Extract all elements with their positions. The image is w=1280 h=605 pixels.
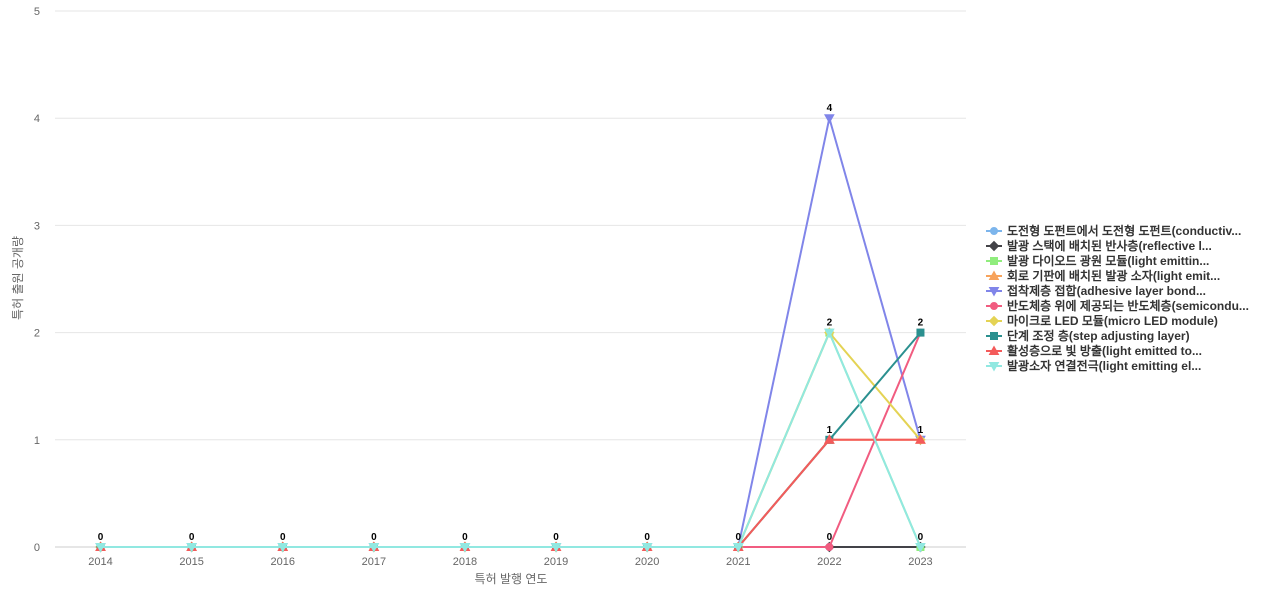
legend-marker bbox=[990, 227, 998, 235]
data-point-10-2022[interactable] bbox=[823, 328, 835, 339]
data-point-10-2015[interactable] bbox=[186, 543, 198, 553]
data-point-10-2020[interactable] bbox=[641, 543, 653, 553]
x-tick-label: 2019 bbox=[544, 556, 568, 568]
legend-item-2[interactable]: 발광 스택에 배치된 반사층(reflective l... bbox=[986, 238, 1212, 253]
legend-label: 도전형 도펀트에서 도전형 도펀트(conductiv... bbox=[1007, 223, 1241, 238]
legend-label: 반도체층 위에 제공되는 반도체층(semicondu... bbox=[1007, 298, 1249, 313]
y-tick-label: 5 bbox=[34, 6, 40, 18]
legend-label: 마이크로 LED 모듈(micro LED module) bbox=[1007, 313, 1218, 328]
data-point-6-2022[interactable] bbox=[825, 543, 834, 551]
legend-item-6[interactable]: 반도체층 위에 제공되는 반도체층(semicondu... bbox=[986, 298, 1249, 313]
data-point-10-2016[interactable] bbox=[277, 543, 289, 553]
legend-marker bbox=[990, 332, 998, 340]
legend-marker bbox=[990, 257, 998, 265]
data-labels: 0 0 0 0 0 0 0 0 4 2 1 0 2 1 0 bbox=[98, 103, 924, 543]
grid bbox=[55, 10, 966, 548]
data-point-5-2022[interactable] bbox=[823, 114, 835, 124]
y-tick-label: 0 bbox=[34, 542, 40, 554]
legend-label: 접착제층 접합(adhesive layer bond... bbox=[1007, 283, 1206, 298]
y-tick-label: 1 bbox=[34, 435, 40, 447]
legend-item-9[interactable]: 활성층으로 빛 방출(light emitted to... bbox=[986, 343, 1202, 358]
legend-label: 활성층으로 빛 방출(light emitted to... bbox=[1007, 343, 1202, 358]
legend-label: 발광소자 연결전극(light emitting el... bbox=[1007, 358, 1201, 373]
series-line-4 bbox=[100, 438, 921, 548]
data-label: 1 bbox=[918, 425, 924, 436]
data-label: 0 bbox=[280, 532, 286, 543]
data-label: 0 bbox=[553, 532, 559, 543]
data-label: 0 bbox=[98, 532, 104, 543]
y-axis-title: 특허 출원 공개량 bbox=[11, 236, 25, 320]
x-tick-label: 2017 bbox=[362, 556, 386, 568]
legend-marker bbox=[988, 287, 1000, 297]
series-4 bbox=[95, 434, 926, 551]
x-axis-title: 특허 발행 연도 bbox=[475, 571, 548, 586]
legend-item-3[interactable]: 발광 다이오드 광원 모듈(light emittin... bbox=[986, 253, 1209, 268]
data-point-10-2023[interactable] bbox=[915, 543, 926, 553]
x-tick-label: 2014 bbox=[88, 556, 112, 568]
data-label: 0 bbox=[735, 532, 741, 543]
data-point-10-2017[interactable] bbox=[368, 543, 380, 553]
legend-marker bbox=[988, 362, 1000, 372]
x-tick-label: 2022 bbox=[817, 556, 841, 568]
x-tick-label: 2020 bbox=[635, 556, 659, 568]
y-tick-label: 2 bbox=[34, 328, 40, 340]
series-10 bbox=[95, 328, 926, 553]
x-tick-label: 2018 bbox=[453, 556, 477, 568]
data-point-10-2019[interactable] bbox=[550, 543, 562, 553]
data-point-8-2023[interactable] bbox=[916, 328, 925, 337]
x-tick-label: 2023 bbox=[908, 556, 932, 568]
data-label: 0 bbox=[189, 532, 195, 543]
data-label: 0 bbox=[827, 532, 833, 543]
legend-label: 발광 스택에 배치된 반사층(reflective l... bbox=[1007, 238, 1212, 253]
legend-item-4[interactable]: 회로 기판에 배치된 발광 소자(light emit... bbox=[986, 268, 1220, 283]
data-label: 0 bbox=[644, 532, 650, 543]
series-line-9 bbox=[100, 438, 921, 548]
x-tick-label: 2021 bbox=[726, 556, 750, 568]
legend-label: 단계 조정 층(step adjusting layer) bbox=[1007, 328, 1190, 343]
data-point-9-2023[interactable] bbox=[915, 434, 926, 444]
series-lines bbox=[95, 114, 926, 553]
legend-item-5[interactable]: 접착제층 접합(adhesive layer bond... bbox=[986, 283, 1206, 298]
legend-item-10[interactable]: 발광소자 연결전극(light emitting el... bbox=[986, 358, 1201, 373]
legend-item-1[interactable]: 도전형 도펀트에서 도전형 도펀트(conductiv... bbox=[986, 223, 1241, 238]
data-label: 2 bbox=[827, 318, 833, 329]
legend-marker bbox=[988, 240, 1000, 252]
data-label: 2 bbox=[918, 318, 924, 329]
legend: 도전형 도펀트에서 도전형 도펀트(conductiv...발광 스택에 배치된… bbox=[986, 223, 1249, 373]
y-tick-label: 4 bbox=[34, 113, 40, 125]
legend-marker bbox=[988, 315, 1000, 327]
x-axis-ticks: 2014 2015 2016 2017 2018 2019 2020 2021 2022 2023 bbox=[88, 556, 932, 568]
y-tick-label: 3 bbox=[34, 220, 40, 232]
data-label: 1 bbox=[827, 425, 833, 436]
legend-marker bbox=[990, 302, 998, 310]
legend-item-8[interactable]: 단계 조정 층(step adjusting layer) bbox=[986, 328, 1190, 343]
series-line-10 bbox=[100, 331, 922, 548]
legend-marker bbox=[988, 345, 1000, 355]
data-label: 4 bbox=[827, 103, 833, 114]
legend-item-7[interactable]: 마이크로 LED 모듈(micro LED module) bbox=[986, 313, 1218, 328]
y-axis-ticks: 0 1 2 3 4 5 bbox=[34, 6, 40, 554]
x-tick-label: 2016 bbox=[271, 556, 295, 568]
legend-label: 발광 다이오드 광원 모듈(light emittin... bbox=[1007, 253, 1209, 268]
data-label: 0 bbox=[371, 532, 377, 543]
data-label: 0 bbox=[462, 532, 468, 543]
series-9 bbox=[95, 434, 926, 551]
data-point-10-2014[interactable] bbox=[95, 543, 106, 553]
legend-marker bbox=[988, 270, 1000, 280]
legend-label: 회로 기판에 배치된 발광 소자(light emit... bbox=[1007, 268, 1220, 283]
data-label: 0 bbox=[918, 532, 924, 543]
data-point-10-2021[interactable] bbox=[732, 543, 744, 553]
data-point-9-2022[interactable] bbox=[823, 434, 835, 444]
x-tick-label: 2015 bbox=[179, 556, 203, 568]
data-point-10-2018[interactable] bbox=[459, 543, 471, 553]
